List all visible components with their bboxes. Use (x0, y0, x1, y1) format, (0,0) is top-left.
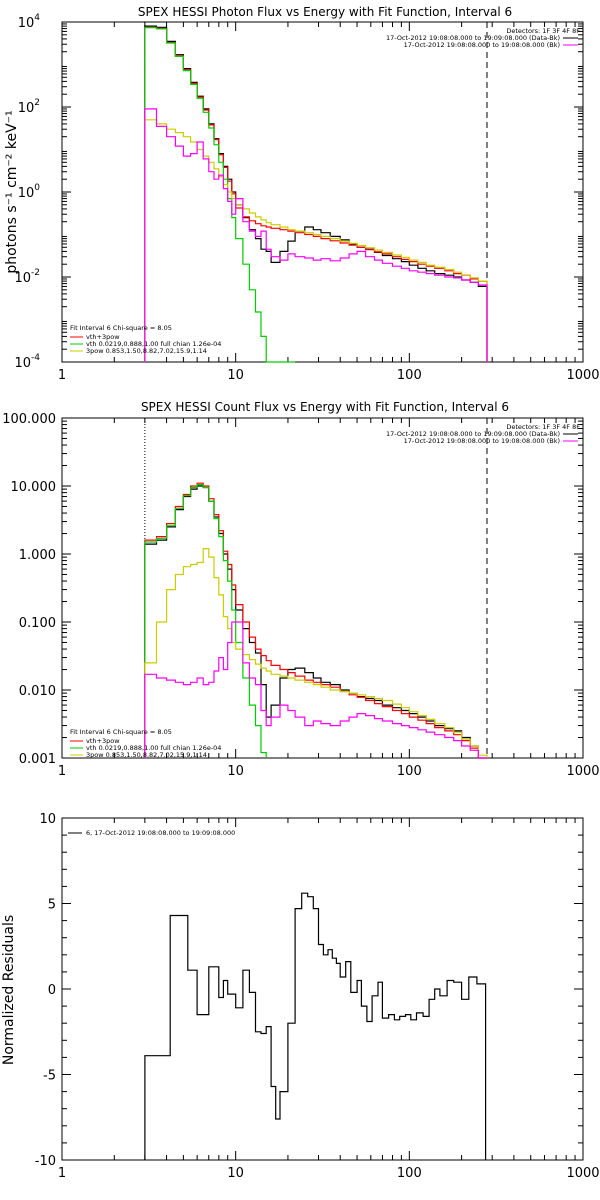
count-legend-data-bk: 17-Oct-2012 19:08:08.000 to 19:09:08.000… (386, 430, 560, 438)
residuals-series-6-17-oct-2012-19-08-08-000-to-19-09-08-000 (144, 892, 487, 1160)
photon-legend-bk: 17-Oct-2012 19:08:08.000 to 19:08:08.000… (404, 41, 560, 49)
x-tick-label: 10 (227, 368, 244, 383)
x-tick-label: 1000 (566, 368, 599, 383)
residuals-y-axis-label: Normalized Residuals (1, 915, 17, 1065)
y-tick-label: 10-2 (14, 268, 40, 286)
y-tick-label: 10 (39, 812, 56, 827)
residuals-panel: Normalized Residuals 1 10 100 1000 -10 -5 0 5 10… (1, 812, 600, 1181)
x-tick-label: 1000 (566, 1166, 599, 1181)
photon-flux-panel: SPEX HESSI Photon Flux vs Energy with Fi… (4, 5, 600, 383)
x-tick-label: 1 (58, 764, 66, 779)
y-tick-label: 0.001 (19, 752, 56, 767)
photon-y-axis-label: photons s⁻¹ cm⁻² keV⁻¹ (4, 110, 20, 273)
y-tick-label: 0 (48, 983, 56, 998)
x-tick-label: 100 (397, 1166, 422, 1181)
photon-legend-detectors: Detectors: 1F 3F 4F 8F (506, 27, 580, 35)
photon-axis-ticks: 1 10 100 1000 10-4 10-2 100 102 104 (14, 13, 599, 383)
y-tick-label: 100.000 (2, 412, 56, 427)
count-legend-bk: 17-Oct-2012 19:08:08.000 to 19:08:08.000… (404, 437, 560, 445)
photon-chart-title: SPEX HESSI Photon Flux vs Energy with Fi… (138, 5, 512, 19)
photon-series-bk (144, 108, 488, 362)
y-tick-label: 102 (18, 98, 40, 116)
count-series-vth (144, 484, 267, 758)
residuals-plot-frame (61, 817, 584, 1161)
x-tick-label: 100 (397, 368, 422, 383)
x-tick-label: 1 (58, 1166, 66, 1181)
count-legend-fit: Fit Interval 6 Chi-square = 8.05 (70, 728, 172, 736)
count-flux-panel: SPEX HESSI Count Flux vs Energy with Fit… (2, 400, 599, 779)
residuals-series-group (144, 892, 487, 1160)
y-tick-label: -5 (43, 1069, 56, 1084)
count-legend-bottom-left: Fit Interval 6 Chi-square = 8.05 vth+3po… (70, 728, 221, 759)
x-tick-label: 10 (227, 1166, 244, 1181)
photon-series-vth (144, 27, 296, 363)
count-legend-vth3pow: vth+3pow (86, 737, 120, 745)
y-tick-label: 10-4 (14, 353, 40, 371)
count-legend-vth: vth 0.0219,0.888,1.00 full chian 1.26e-0… (86, 744, 221, 752)
x-tick-label: 100 (397, 764, 422, 779)
photon-series-group (144, 22, 488, 363)
y-tick-label: 1.000 (19, 548, 56, 563)
y-tick-label: 104 (18, 13, 41, 31)
photon-legend-bottom-left: Fit Interval 6 Chi-square = 8.05 vth+3po… (70, 324, 221, 355)
photon-series-vth-3pow (144, 26, 488, 362)
count-legend-3pow: 3pow 0.853,1.50,8.82,7.02,15.9,1.14 (86, 751, 207, 759)
x-tick-label: 10 (227, 764, 244, 779)
x-tick-label: 1 (58, 368, 66, 383)
x-tick-label: 1000 (566, 764, 599, 779)
photon-legend-top-right: Detectors: 1F 3F 4F 8F 17-Oct-2012 19:08… (386, 27, 580, 49)
count-axis-ticks: 1 10 100 1000 0.001 0.010 0.100 1.000 10.000 100.… (2, 412, 599, 779)
count-chart-title: SPEX HESSI Count Flux vs Energy with Fit… (141, 400, 509, 414)
photon-legend-fit: Fit Interval 6 Chi-square = 8.05 (70, 324, 172, 332)
count-series-group (144, 418, 488, 759)
photon-legend-vth: vth 0.0219,0.888,1.00 full chian 1.26e-0… (86, 340, 221, 348)
y-tick-label: 10.000 (11, 480, 57, 495)
y-tick-label: 0.100 (19, 616, 56, 631)
count-series-3pow (144, 548, 488, 758)
count-plot-frame (61, 417, 584, 759)
photon-legend-3pow: 3pow 0.853,1.50,8.82,7.02,15.9,1.14 (86, 347, 207, 355)
count-series-data-bk (144, 485, 487, 759)
y-tick-label: 5 (48, 898, 56, 913)
photon-series-data-bk (144, 25, 488, 362)
y-tick-label: 100 (18, 183, 41, 201)
count-legend-detectors: Detectors: 1F 3F 4F 8F (506, 423, 580, 431)
photon-legend-data-bk: 17-Oct-2012 19:08:08.000 to 19:09:08.000… (386, 34, 560, 42)
y-tick-label: 0.010 (19, 684, 56, 699)
photon-legend-vth3pow: vth+3pow (86, 333, 120, 341)
y-tick-label: -10 (35, 1154, 56, 1169)
residuals-legend-entry: 6, 17-Oct-2012 19:08:08.000 to 19:09:08.… (86, 829, 235, 837)
count-series-vth-3pow (144, 482, 487, 759)
photon-series-3pow (144, 119, 488, 362)
residuals-legend: 6, 17-Oct-2012 19:08:08.000 to 19:09:08.… (68, 829, 235, 837)
photon-plot-frame (61, 21, 584, 363)
count-legend-top-right: Detectors: 1F 3F 4F 8F 17-Oct-2012 19:08… (386, 423, 580, 445)
residuals-axis-ticks: 1 10 100 1000 -10 -5 0 5 10 (35, 812, 600, 1181)
count-series-bk (144, 621, 487, 759)
